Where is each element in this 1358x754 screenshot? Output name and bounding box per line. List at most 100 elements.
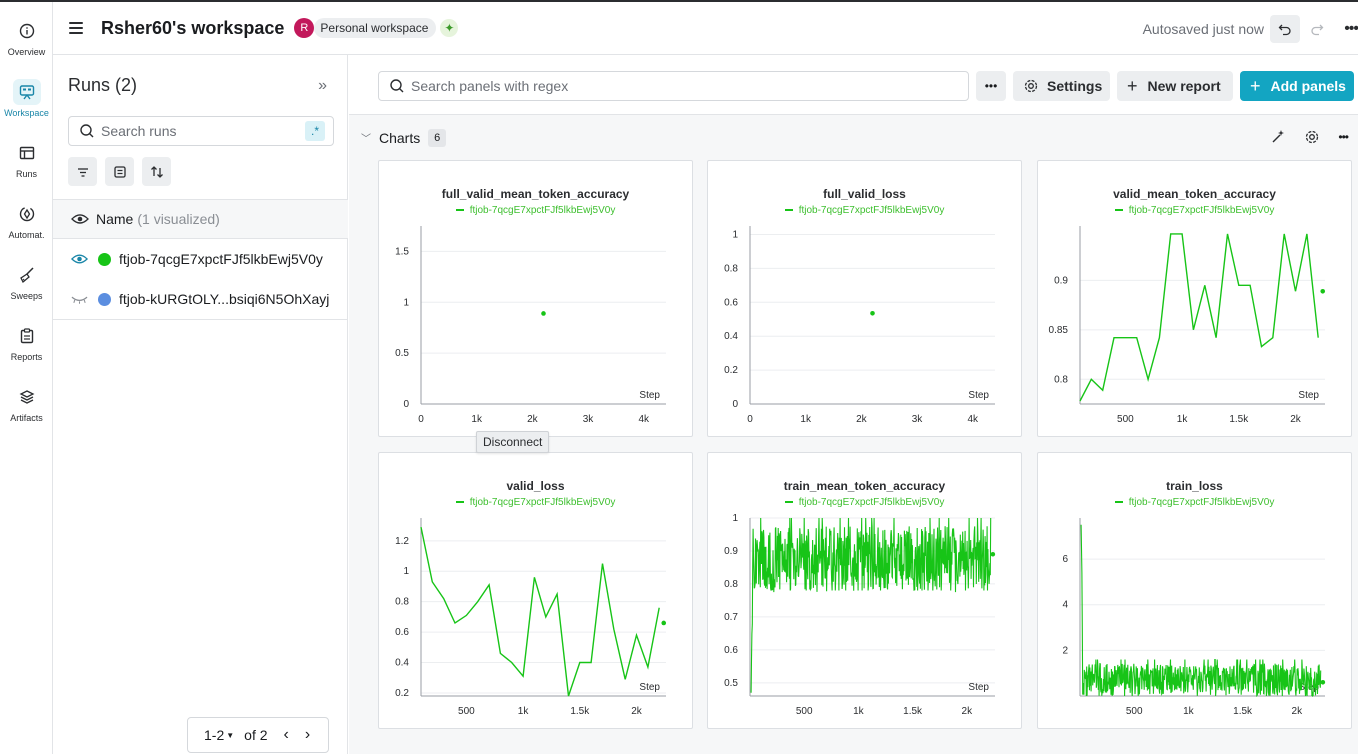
x-tick-label: 1k [518, 706, 530, 717]
run-name[interactable]: ftjob-kURGtOLY...bsiqi6N5OhXayj [119, 291, 330, 307]
search-panels-input[interactable]: Search panels with regex [378, 71, 969, 101]
search-runs-placeholder: Search runs [101, 123, 177, 139]
collapse-sidebar-icon[interactable]: » [318, 77, 327, 94]
chart-title: train_mean_token_accuracy [783, 479, 946, 493]
page-range-select[interactable]: 1-2 [204, 727, 225, 743]
legend-label: ftjob-7qcgE7xpctFJf5lkbEwj5V0y [469, 205, 616, 216]
legend-swatch [455, 501, 464, 504]
y-tick-label: 2 [1062, 645, 1068, 656]
rail-label: Runs [15, 169, 37, 179]
settings-label: Settings [1047, 78, 1103, 94]
x-tick-label: 1.5k [1229, 414, 1249, 425]
chart-panel[interactable]: full_valid_loss ftjob-7qcgE7xpctFJf5lkbE… [707, 160, 1022, 437]
chart-panel[interactable]: train_mean_token_accuracy ftjob-7qcgE7xp… [707, 452, 1022, 729]
charts-section-header[interactable]: ﹀ Charts 6 ••• [349, 115, 1358, 160]
x-tick-label: 1.5k [1233, 706, 1253, 717]
x-tick-label: 0 [418, 414, 424, 425]
prev-page-icon[interactable]: ‹ [283, 726, 289, 743]
plus-icon: + [1127, 75, 1138, 96]
rail-sweeps[interactable]: Sweeps [0, 256, 53, 312]
undo-icon [1278, 24, 1291, 36]
y-tick-label: 0.4 [395, 658, 409, 669]
more-options-icon[interactable]: ••• [1338, 130, 1349, 144]
run-color-dot[interactable] [98, 292, 111, 306]
legend-label: ftjob-7qcgE7xpctFJf5lkbEwj5V0y [798, 497, 945, 508]
main-area: Search panels with regex ••• Settings + … [349, 55, 1358, 754]
chart-panel[interactable]: train_loss ftjob-7qcgE7xpctFJf5lkbEwj5V0… [1037, 452, 1352, 729]
y-tick-label: 0.6 [724, 645, 738, 656]
rail-artifacts[interactable]: Artifacts [0, 378, 53, 434]
chart-title: valid_loss [506, 479, 565, 493]
chart-panel[interactable]: full_valid_mean_token_accuracy ftjob-7qc… [378, 160, 693, 437]
legend-label: ftjob-7qcgE7xpctFJf5lkbEwj5V0y [798, 205, 945, 216]
workspace-icon [12, 79, 41, 105]
section-title: Charts [379, 129, 421, 146]
chart-legend: ftjob-7qcgE7xpctFJf5lkbEwj5V0y [1038, 205, 1351, 216]
x-tick-label: 1k [1183, 706, 1195, 717]
chevron-down-icon[interactable]: ﹀ [361, 134, 371, 145]
clipboard-icon [13, 323, 41, 349]
disconnect-tooltip[interactable]: Disconnect [476, 431, 550, 453]
y-tick-label: 0.9 [1054, 275, 1068, 286]
x-axis-label: Step [639, 682, 660, 693]
magic-wand-icon[interactable] [1270, 129, 1286, 145]
rail-reports[interactable]: Reports [0, 317, 53, 373]
rail-label: Sweeps [10, 291, 43, 301]
run-row[interactable]: ftjob-7qcgE7xpctFJf5lkbEwj5V0y [53, 239, 348, 279]
settings-button[interactable]: Settings [1013, 71, 1110, 101]
rail-overview[interactable]: Overview [0, 12, 53, 68]
page-total: of 2 [244, 727, 268, 743]
run-name[interactable]: ftjob-7qcgE7xpctFJf5lkbEwj5V0y [119, 251, 323, 267]
sort-button[interactable] [142, 157, 171, 186]
x-tick-label: 1.5k [570, 706, 590, 717]
workspace-badge[interactable]: Personal workspace [314, 18, 437, 38]
x-tick-label: 2k [527, 414, 539, 425]
layers-icon [13, 384, 41, 410]
rail-automations[interactable]: Automat. [0, 195, 53, 251]
x-tick-label: 2k [1290, 414, 1302, 425]
chart-panel[interactable]: valid_loss ftjob-7qcgE7xpctFJf5lkbEwj5V0… [378, 452, 693, 729]
y-tick-label: 1 [732, 513, 738, 524]
new-report-button[interactable]: + New report [1117, 71, 1233, 101]
chart-panel[interactable]: valid_mean_token_accuracy ftjob-7qcgE7xp… [1037, 160, 1352, 437]
search-runs-input[interactable]: Search runs .* [68, 116, 334, 146]
x-tick-label: 1k [800, 414, 812, 425]
redo-button[interactable] [1304, 15, 1330, 43]
undo-button[interactable] [1270, 15, 1300, 43]
series-line [750, 517, 992, 693]
x-tick-label: 1k [1177, 414, 1189, 425]
chevron-down-icon[interactable]: ▼ [226, 730, 235, 740]
rail-label: Artifacts [10, 413, 43, 423]
runs-sidebar: Runs (2) » Search runs .* Name (1 visual… [53, 55, 348, 754]
run-row[interactable]: ftjob-kURGtOLY...bsiqi6N5OhXayj [53, 279, 348, 319]
menu-icon[interactable] [69, 21, 83, 35]
eye-visible-icon [71, 254, 88, 264]
y-tick-label: 0.2 [724, 365, 738, 376]
redo-icon [1311, 24, 1324, 36]
y-tick-label: 0.7 [724, 612, 738, 623]
filter-button[interactable] [68, 157, 97, 186]
regex-toggle[interactable]: .* [305, 121, 325, 141]
more-options-icon[interactable]: ••• [1344, 20, 1358, 37]
legend-swatch [784, 501, 793, 504]
chart-title: full_valid_mean_token_accuracy [441, 187, 630, 201]
add-panels-label: Add panels [1270, 78, 1346, 94]
y-tick-label: 6 [1062, 554, 1068, 565]
divider [53, 319, 348, 320]
group-button[interactable] [105, 157, 134, 186]
x-tick-label: 500 [1126, 706, 1143, 717]
add-panels-button[interactable]: + Add panels [1240, 71, 1354, 101]
y-tick-label: 1 [732, 229, 738, 240]
more-button[interactable]: ••• [976, 71, 1006, 101]
gear-icon[interactable] [1304, 129, 1320, 145]
sparkle-icon[interactable]: ✦ [440, 19, 459, 37]
run-color-dot[interactable] [98, 252, 111, 266]
avatar[interactable]: R [294, 18, 315, 38]
chart-plot: 0 0.5 1 1.5 0 1k 2k 3k 4k Step [395, 226, 666, 425]
next-page-icon[interactable]: › [304, 726, 311, 743]
x-tick-label: 2k [856, 414, 868, 425]
data-point [870, 311, 875, 316]
rail-runs[interactable]: Runs [0, 134, 53, 190]
chart-title: train_loss [1166, 479, 1223, 493]
rail-workspace[interactable]: Workspace [0, 73, 53, 129]
